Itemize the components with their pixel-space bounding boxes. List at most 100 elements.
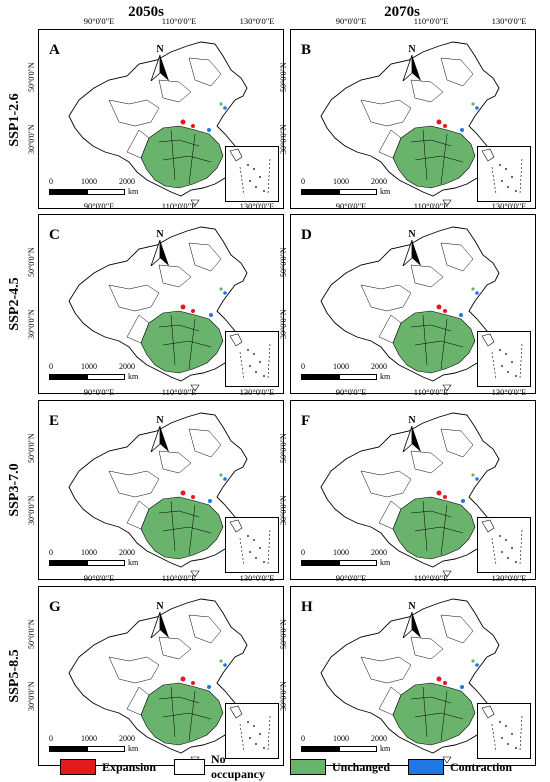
lon-tick-130: 130°0'0"E bbox=[239, 387, 275, 397]
scale-label-2000: 2000 bbox=[119, 362, 135, 371]
map-panel-g: 90°0'0"E 110°0'0"E 130°0'0"E 50°0'0"N 30… bbox=[27, 573, 284, 766]
scale-label-2000: 2000 bbox=[119, 548, 135, 557]
panel-letter: G bbox=[49, 599, 61, 615]
lon-tick-130: 130°0'0"E bbox=[491, 16, 527, 26]
scale-label-2000: 2000 bbox=[119, 177, 135, 186]
legend-unchanged: Unchanged bbox=[289, 759, 390, 775]
column-title-2070s: 2070s bbox=[384, 4, 420, 20]
scale-bar: 0 1000 2000 km bbox=[49, 177, 159, 196]
lat-tick-50: 50°0'0"N bbox=[279, 62, 288, 92]
north-label: N bbox=[156, 229, 164, 240]
lon-tick-110: 110°0'0"E bbox=[161, 573, 197, 583]
legend-expansion: Expansion bbox=[60, 759, 156, 775]
scale-label-0: 0 bbox=[49, 362, 53, 371]
scale-unit: km bbox=[128, 744, 139, 753]
lat-tick-30: 30°0'0"N bbox=[27, 495, 36, 525]
legend-label-no-occupancy: No occupancy bbox=[210, 752, 265, 781]
panel-letter: A bbox=[49, 42, 60, 58]
scale-label-1000: 1000 bbox=[81, 177, 97, 186]
scale-bar: 0 1000 2000 km bbox=[49, 548, 159, 567]
scale-label-0: 0 bbox=[301, 362, 305, 371]
lon-tick-130: 130°0'0"E bbox=[491, 201, 527, 211]
panel-letter: H bbox=[301, 599, 313, 615]
south-china-sea-inset bbox=[225, 146, 279, 202]
scale-unit: km bbox=[380, 744, 391, 753]
lat-tick-30: 30°0'0"N bbox=[27, 124, 36, 154]
lat-tick-50: 50°0'0"N bbox=[27, 433, 36, 463]
lon-tick-110: 110°0'0"E bbox=[161, 16, 197, 26]
legend-contraction: Contraction bbox=[408, 759, 512, 775]
north-label: N bbox=[156, 44, 164, 55]
north-label: N bbox=[156, 601, 164, 612]
scale-label-2000: 2000 bbox=[371, 548, 387, 557]
legend-swatch-expansion bbox=[60, 759, 96, 775]
map-panel-b: 90°0'0"E 110°0'0"E 130°0'0"E 50°0'0"N 30… bbox=[279, 16, 536, 209]
south-china-sea-inset bbox=[225, 703, 279, 759]
scale-unit: km bbox=[128, 558, 139, 567]
column-title-2050s: 2050s bbox=[128, 4, 164, 20]
scale-label-2000: 2000 bbox=[371, 362, 387, 371]
scale-unit: km bbox=[128, 372, 139, 381]
lon-tick-90: 90°0'0"E bbox=[335, 387, 367, 397]
lon-tick-130: 130°0'0"E bbox=[239, 201, 275, 211]
lon-tick-110: 110°0'0"E bbox=[161, 201, 197, 211]
legend: Expansion No occupancy Unchanged Contrac… bbox=[60, 752, 530, 782]
north-label: N bbox=[408, 601, 416, 612]
legend-swatch-no-occupancy bbox=[174, 759, 205, 775]
lon-tick-130: 130°0'0"E bbox=[239, 16, 275, 26]
scale-unit: km bbox=[380, 558, 391, 567]
north-label: N bbox=[408, 44, 416, 55]
map-panel-d: 90°0'0"E 110°0'0"E 130°0'0"E 50°0'0"N 30… bbox=[279, 201, 536, 394]
north-arrow-icon: N bbox=[401, 44, 423, 84]
map-panel-f: 90°0'0"E 110°0'0"E 130°0'0"E 50°0'0"N 30… bbox=[279, 387, 536, 580]
map-panel-h: 90°0'0"E 110°0'0"E 130°0'0"E 50°0'0"N 30… bbox=[279, 573, 536, 766]
legend-swatch-contraction bbox=[408, 759, 444, 775]
scale-label-0: 0 bbox=[49, 734, 53, 743]
lat-tick-30: 30°0'0"N bbox=[279, 681, 288, 711]
lon-tick-110: 110°0'0"E bbox=[413, 16, 449, 26]
scale-label-1000: 1000 bbox=[81, 734, 97, 743]
row-label-1: SSP1-2.6 bbox=[7, 93, 22, 147]
north-arrow-icon: N bbox=[149, 44, 171, 84]
scale-label-1000: 1000 bbox=[333, 177, 349, 186]
south-china-sea-inset bbox=[477, 331, 531, 387]
south-china-sea-inset bbox=[477, 703, 531, 759]
row-label-3: SSP3-7.0 bbox=[7, 463, 22, 517]
lon-tick-110: 110°0'0"E bbox=[413, 573, 449, 583]
scale-unit: km bbox=[380, 372, 391, 381]
map-panel-c: 90°0'0"E 110°0'0"E 130°0'0"E 50°0'0"N 30… bbox=[27, 201, 284, 394]
north-arrow-icon: N bbox=[149, 601, 171, 641]
south-china-sea-inset bbox=[477, 517, 531, 573]
legend-swatch-unchanged bbox=[289, 759, 326, 775]
lon-tick-90: 90°0'0"E bbox=[335, 16, 367, 26]
south-china-sea-inset bbox=[225, 517, 279, 573]
panel-letter: B bbox=[301, 42, 312, 58]
lat-tick-50: 50°0'0"N bbox=[279, 619, 288, 649]
lon-tick-90: 90°0'0"E bbox=[83, 201, 115, 211]
lon-tick-130: 130°0'0"E bbox=[239, 573, 275, 583]
scale-label-0: 0 bbox=[49, 548, 53, 557]
north-arrow-icon: N bbox=[401, 601, 423, 641]
panel-letter: C bbox=[49, 227, 60, 243]
lat-tick-50: 50°0'0"N bbox=[27, 619, 36, 649]
scale-bar: 0 1000 2000 km bbox=[301, 548, 411, 567]
legend-label-unchanged: Unchanged bbox=[331, 759, 390, 774]
scale-unit: km bbox=[128, 187, 139, 196]
scale-unit: km bbox=[380, 187, 391, 196]
legend-no-occupancy: No occupancy bbox=[174, 752, 272, 782]
panel-letter: F bbox=[301, 413, 311, 429]
lat-tick-50: 50°0'0"N bbox=[27, 247, 36, 277]
lon-tick-130: 130°0'0"E bbox=[491, 573, 527, 583]
lat-tick-30: 30°0'0"N bbox=[279, 495, 288, 525]
map-panel-a: 90°0'0"E 110°0'0"E 130°0'0"E 50°0'0"N 30… bbox=[27, 16, 284, 209]
scale-label-1000: 1000 bbox=[333, 362, 349, 371]
scale-label-0: 0 bbox=[301, 548, 305, 557]
lat-tick-30: 30°0'0"N bbox=[27, 309, 36, 339]
north-arrow-icon: N bbox=[401, 229, 423, 269]
scale-bar: 0 1000 2000 km bbox=[301, 362, 411, 381]
map-panel-e: 90°0'0"E 110°0'0"E 130°0'0"E 50°0'0"N 30… bbox=[27, 387, 284, 580]
north-label: N bbox=[408, 229, 416, 240]
scale-label-2000: 2000 bbox=[371, 177, 387, 186]
lon-tick-90: 90°0'0"E bbox=[335, 201, 367, 211]
lat-tick-30: 30°0'0"N bbox=[279, 309, 288, 339]
